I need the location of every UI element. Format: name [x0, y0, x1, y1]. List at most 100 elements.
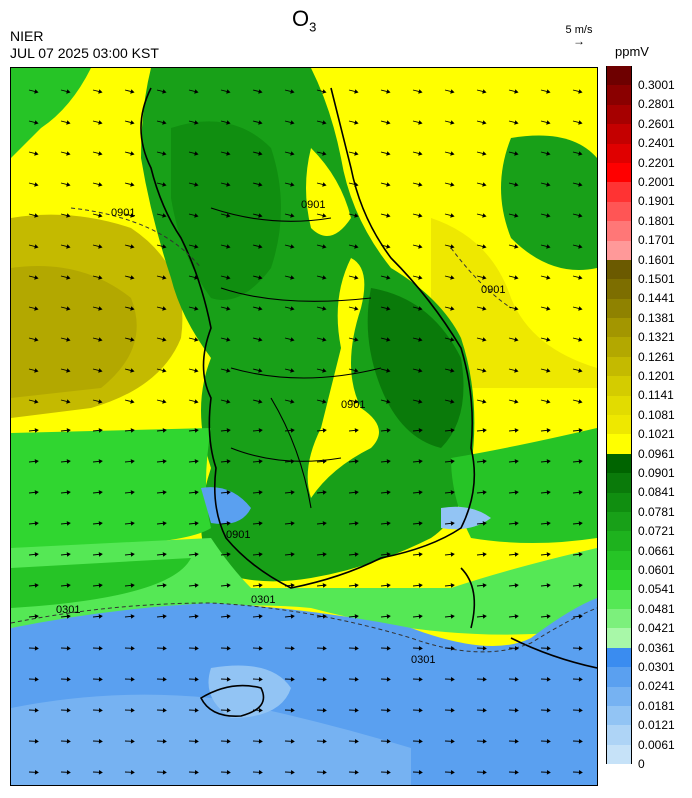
wind-vectors [28, 89, 583, 775]
wind-arrowhead-icon [194, 583, 199, 588]
wind-arrowhead-icon [130, 368, 135, 373]
wind-arrowhead-icon [450, 151, 455, 156]
legend-swatch [606, 744, 632, 765]
wind-arrowhead-icon [194, 337, 199, 342]
wind-arrowhead-icon [354, 213, 359, 218]
wind-arrowhead-icon [354, 337, 359, 342]
legend-swatch [606, 415, 632, 435]
wind-arrowhead-icon [546, 337, 551, 342]
wind-arrowhead-icon [194, 399, 199, 404]
contour-label: 0301 [411, 654, 435, 666]
wind-arrowhead-icon [418, 552, 423, 557]
wind-arrowhead-icon [98, 89, 103, 94]
wind-arrowhead-icon [482, 213, 487, 218]
wind-arrowhead-icon [290, 120, 295, 125]
wind-arrowhead-icon [290, 490, 295, 495]
wind-arrowhead-icon [290, 244, 295, 249]
title-subscript: 3 [309, 19, 317, 35]
wind-arrowhead-icon [514, 213, 519, 218]
wind-arrowhead-icon [194, 769, 199, 775]
wind-arrowhead-icon [354, 399, 359, 404]
wind-arrowhead-icon [386, 459, 391, 464]
wind-arrowhead-icon [258, 182, 263, 187]
legend-swatch [606, 511, 632, 532]
wind-arrowhead-icon [482, 275, 487, 280]
wind-arrowhead-icon [386, 120, 391, 125]
wind-arrowhead-icon [34, 583, 39, 588]
wind-arrowhead-icon [130, 552, 135, 557]
wind-arrowhead-icon [546, 490, 551, 495]
wind-arrowhead-icon [546, 521, 551, 526]
yellow-inland-streak [307, 258, 379, 498]
wind-arrowhead-icon [514, 368, 519, 373]
legend-label: 0.1141 [638, 388, 674, 403]
wind-arrowhead-icon [98, 151, 103, 156]
wind-arrowhead-icon [98, 428, 103, 433]
wind-arrowhead-icon [34, 738, 39, 744]
legend-swatch [606, 453, 632, 474]
wind-arrowhead-icon [482, 120, 487, 125]
wind-arrowhead-icon [418, 368, 423, 373]
wind-arrowhead-icon [450, 213, 455, 218]
wind-arrowhead-icon [514, 275, 519, 280]
legend-swatch [606, 337, 632, 357]
wind-arrowhead-icon [450, 614, 455, 619]
wind-arrowhead-icon [418, 244, 423, 249]
wind-arrowhead-icon [66, 459, 71, 464]
boundary-2 [220, 287, 372, 302]
wind-arrowhead-icon [258, 645, 263, 651]
wind-arrowhead-icon [354, 490, 359, 495]
wind-arrowhead-icon [482, 614, 487, 619]
wind-arrowhead-icon [290, 428, 295, 433]
wind-arrowhead-icon [34, 182, 39, 187]
wind-arrowhead-icon [258, 769, 263, 775]
wind-arrowhead-icon [418, 337, 423, 342]
wind-arrowhead-icon [258, 368, 263, 373]
wind-arrowhead-icon [98, 182, 103, 187]
wind-arrowhead-icon [514, 583, 519, 588]
legend-label: 0.0601 [638, 563, 675, 577]
wind-arrowhead-icon [98, 521, 103, 526]
wind-arrowhead-icon [34, 368, 39, 373]
yellow-east-sea [431, 218, 597, 388]
wind-arrowhead-icon [418, 275, 423, 280]
wind-arrowhead-icon [322, 244, 327, 249]
wind-arrowhead-icon [514, 676, 519, 682]
boundary-5 [230, 447, 342, 462]
wind-arrowhead-icon [322, 552, 327, 557]
wind-arrowhead-icon [226, 275, 231, 280]
legend-label: 0.1701 [638, 233, 675, 248]
wind-arrowhead-icon [258, 151, 263, 156]
wind-arrowhead-icon [418, 428, 423, 433]
wind-arrowhead-icon [130, 89, 135, 94]
wind-arrowhead-icon [258, 676, 263, 682]
wind-arrowhead-icon [578, 213, 583, 218]
legend-label: 0.0361 [638, 640, 675, 655]
wind-arrowhead-icon [578, 490, 583, 495]
wind-arrowhead-icon [226, 306, 231, 311]
wind-arrowhead-icon [354, 428, 359, 433]
wind-arrowhead-icon [290, 182, 295, 187]
legend-swatch [606, 104, 632, 125]
legend-swatch [606, 473, 632, 493]
legend-label: 0.0481 [638, 601, 675, 616]
wind-arrowhead-icon [194, 182, 199, 187]
wind-arrowhead-icon [354, 645, 359, 651]
wind-arrowhead-icon [290, 89, 295, 94]
wind-arrowhead-icon [578, 645, 583, 651]
legend-swatch [606, 85, 632, 105]
legend-label: 0.1021 [638, 427, 675, 442]
legend-swatch [606, 667, 632, 687]
wind-arrowhead-icon [546, 676, 551, 682]
legend-swatch [606, 221, 632, 241]
wind-arrowhead-icon [290, 521, 295, 526]
wind-arrowhead-icon [482, 428, 487, 433]
wind-arrowhead-icon [290, 306, 295, 311]
wind-arrowhead-icon [514, 614, 519, 619]
contour-label: 0301 [56, 604, 80, 616]
legend-swatch [606, 376, 632, 396]
wind-arrowhead-icon [322, 151, 327, 156]
wind-arrowhead-icon [514, 490, 519, 495]
wind-arrowhead-icon [546, 89, 551, 94]
wind-arrowhead-icon [418, 151, 423, 156]
